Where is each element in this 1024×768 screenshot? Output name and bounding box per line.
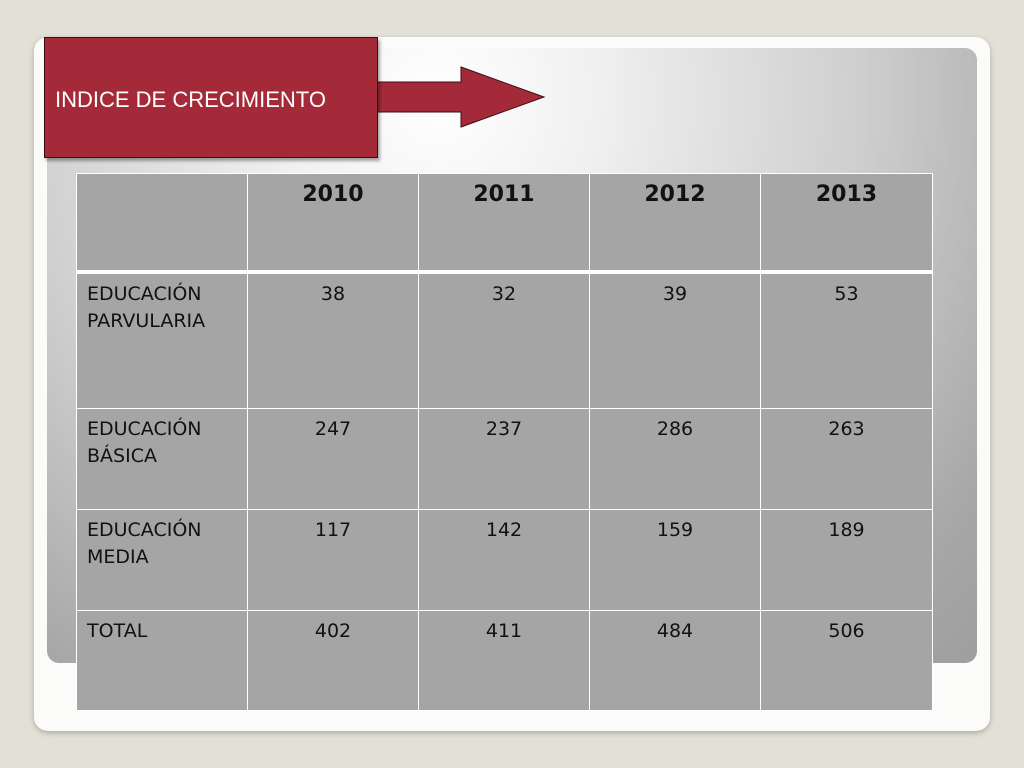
table-cell: 506 bbox=[760, 610, 933, 711]
row-label-line2: MEDIA bbox=[87, 546, 149, 568]
row-label-line1: EDUCACIÓN bbox=[87, 519, 202, 541]
header-year-2013: 2013 bbox=[760, 173, 933, 274]
row-label-line2: BÁSICA bbox=[87, 445, 157, 467]
table-cell: 263 bbox=[760, 408, 933, 510]
table-cell: 286 bbox=[589, 408, 761, 510]
row-label-line1: TOTAL bbox=[87, 620, 148, 642]
table-cell: 117 bbox=[247, 509, 419, 611]
row-label-basica: EDUCACIÓN BÁSICA bbox=[76, 408, 248, 510]
header-year-2010: 2010 bbox=[247, 173, 419, 274]
row-label-total: TOTAL bbox=[76, 610, 248, 711]
row-label-line2: PARVULARIA bbox=[87, 309, 206, 332]
table-row: TOTAL 402 411 484 506 bbox=[76, 610, 933, 711]
table-cell: 237 bbox=[418, 408, 590, 510]
table-cell: 189 bbox=[760, 509, 933, 611]
table-cell: 32 bbox=[418, 271, 590, 409]
table-cell: 247 bbox=[247, 408, 419, 510]
header-year-2012: 2012 bbox=[589, 173, 761, 274]
row-label-media: EDUCACIÓN MEDIA bbox=[76, 509, 248, 611]
title-box: INDICE DE CRECIMIENTO bbox=[44, 37, 378, 158]
table-row: EDUCACIÓN PARVULARIA 38 32 39 53 bbox=[76, 271, 933, 409]
table-cell: 402 bbox=[247, 610, 419, 711]
table-cell: 411 bbox=[418, 610, 590, 711]
table-cell: 142 bbox=[418, 509, 590, 611]
table-cell: 484 bbox=[589, 610, 761, 711]
row-label-parvularia: EDUCACIÓN PARVULARIA bbox=[76, 271, 248, 409]
slide-title: INDICE DE CRECIMIENTO bbox=[55, 87, 326, 112]
table-row: EDUCACIÓN MEDIA 117 142 159 189 bbox=[76, 509, 933, 611]
table-cell: 38 bbox=[247, 271, 419, 409]
table-row: EDUCACIÓN BÁSICA 247 237 286 263 bbox=[76, 408, 933, 510]
table-cell: 39 bbox=[589, 271, 761, 409]
table-cell: 53 bbox=[760, 271, 933, 409]
table-cell: 159 bbox=[589, 509, 761, 611]
growth-table: 2010 2011 2012 2013 EDUCACIÓN PARVULARIA… bbox=[76, 173, 933, 711]
table-header-row: 2010 2011 2012 2013 bbox=[76, 173, 933, 274]
header-corner-cell bbox=[76, 173, 248, 274]
right-arrow-icon bbox=[375, 66, 546, 128]
header-year-2011: 2011 bbox=[418, 173, 590, 274]
row-label-line1: EDUCACIÓN bbox=[87, 282, 202, 305]
row-label-line1: EDUCACIÓN bbox=[87, 418, 202, 440]
